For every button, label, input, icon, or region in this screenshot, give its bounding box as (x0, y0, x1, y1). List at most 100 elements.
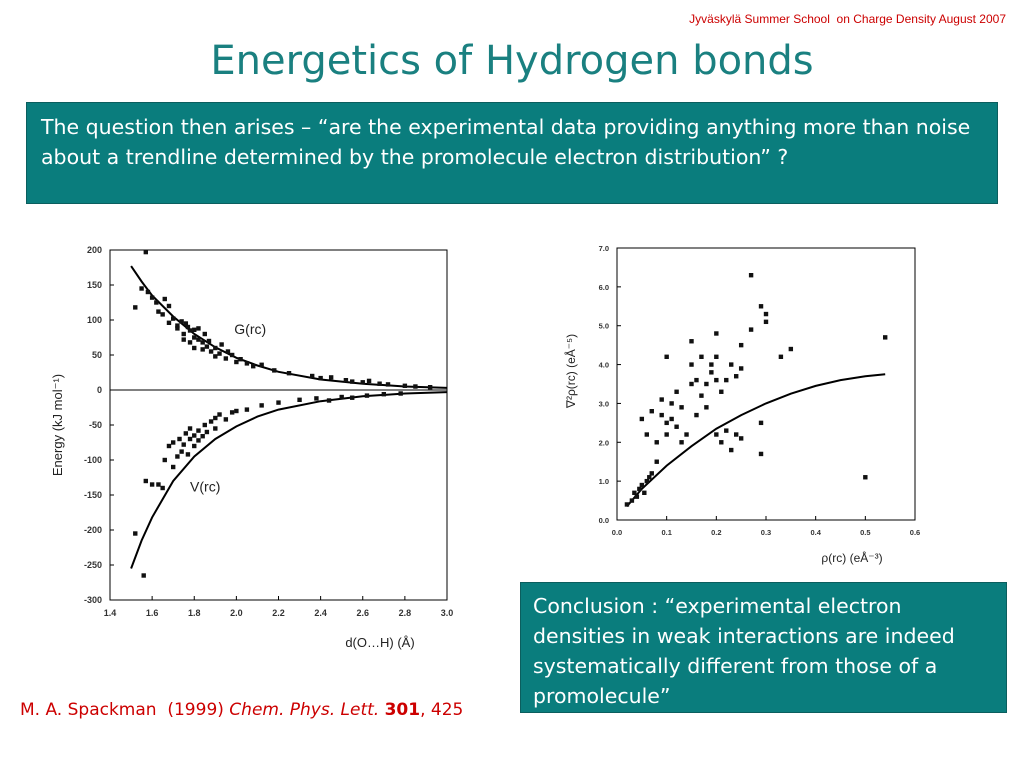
data-point (659, 397, 664, 402)
data-point (192, 345, 197, 351)
data-point (381, 392, 387, 397)
data-point (360, 380, 365, 385)
data-point (644, 432, 649, 437)
data-point (192, 335, 197, 340)
data-point (181, 337, 186, 342)
data-point (259, 362, 264, 367)
y-tick-label: 7.0 (599, 244, 609, 253)
data-point (694, 412, 699, 418)
y-tick-label: 200 (87, 245, 102, 255)
trend-curve (130, 391, 448, 569)
data-point (704, 381, 709, 387)
y-tick-label: 50 (92, 350, 102, 360)
data-point (196, 337, 201, 342)
y-tick-label: 4.0 (599, 361, 609, 370)
data-point (788, 346, 794, 352)
data-point (664, 432, 669, 437)
y-tick-label: 6.0 (599, 283, 609, 292)
data-point (699, 354, 704, 359)
y-tick-label: 1.0 (599, 477, 609, 486)
data-point (679, 405, 684, 410)
data-point (364, 393, 370, 398)
data-point (238, 357, 243, 362)
data-point (177, 436, 182, 442)
data-point (166, 320, 172, 325)
data-point (654, 459, 659, 464)
data-point (286, 371, 292, 376)
x-tick-label: 2.2 (272, 608, 285, 618)
data-point (149, 295, 155, 300)
data-point (734, 432, 739, 437)
data-point (398, 391, 403, 396)
data-point (162, 296, 167, 302)
x-tick-label: 1.4 (104, 608, 117, 618)
data-point (738, 366, 744, 371)
x-tick-label: 0.5 (860, 528, 870, 537)
data-point (187, 340, 193, 345)
data-point (719, 440, 724, 445)
data-point (724, 428, 729, 433)
data-point (192, 327, 197, 332)
data-point (343, 378, 349, 383)
data-point (272, 368, 277, 373)
y-tick-label: -300 (84, 595, 102, 605)
data-point (192, 443, 197, 449)
x-tick-label: 1.6 (146, 608, 159, 618)
data-point (689, 362, 694, 367)
data-point (689, 381, 694, 387)
data-point (694, 377, 699, 383)
data-point (200, 340, 205, 345)
data-point (629, 498, 635, 503)
y-tick-label: -150 (84, 490, 102, 500)
data-point (664, 354, 669, 359)
data-point (639, 482, 645, 488)
data-point (883, 335, 888, 340)
data-point (674, 424, 679, 429)
data-point (234, 359, 239, 365)
data-point (649, 471, 654, 476)
data-point (297, 397, 302, 402)
data-point (714, 354, 719, 359)
data-point (200, 347, 205, 352)
data-point (276, 400, 281, 405)
data-point (181, 331, 186, 337)
data-point (709, 370, 714, 375)
y-axis-label: Energy (kJ mol⁻¹) (50, 374, 65, 476)
data-point (217, 412, 222, 417)
data-point (350, 379, 355, 384)
data-point (192, 433, 197, 438)
data-point (166, 303, 172, 309)
data-point (202, 331, 207, 337)
y-tick-label: 3.0 (599, 399, 609, 408)
plot-frame (616, 247, 916, 521)
data-point (669, 401, 674, 406)
data-point (181, 442, 186, 447)
data-point (758, 304, 764, 309)
data-point (402, 383, 408, 388)
data-point (758, 420, 764, 426)
citation-volume: 301 (384, 700, 421, 720)
data-point (204, 344, 210, 349)
data-point (187, 328, 193, 333)
data-point (259, 403, 264, 408)
data-point (714, 331, 719, 336)
data-point (714, 432, 719, 437)
y-tick-label: 0.0 (599, 516, 609, 525)
data-point (217, 351, 222, 356)
data-point (141, 573, 146, 578)
x-tick-label: 3.0 (441, 608, 454, 618)
header-note: Jyväskylä Summer School on Charge Densit… (689, 12, 1006, 26)
x-tick-label: 1.8 (188, 608, 201, 618)
data-point (213, 415, 218, 421)
data-point (709, 362, 714, 367)
data-point (208, 349, 214, 354)
x-axis-label: d(O…H) (Å) (345, 635, 414, 650)
data-point (196, 326, 201, 331)
data-point (863, 475, 868, 480)
y-tick-label: 5.0 (599, 322, 609, 331)
y-tick-label: -200 (84, 525, 102, 535)
data-point (206, 338, 212, 344)
data-point (366, 378, 372, 384)
data-point (196, 438, 201, 443)
data-point (734, 374, 739, 379)
